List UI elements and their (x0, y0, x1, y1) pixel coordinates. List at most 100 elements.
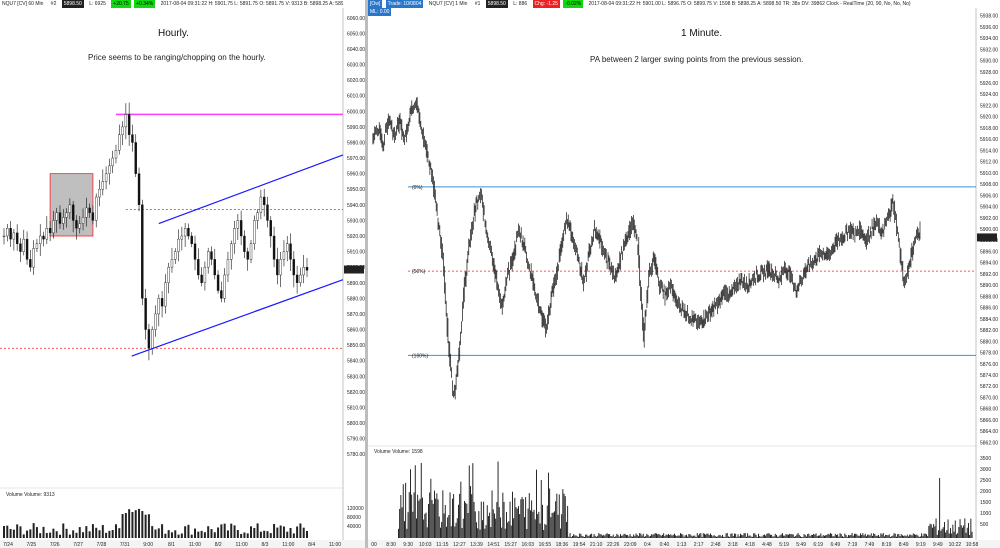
minute-volume-bar (779, 535, 781, 538)
minute-volume-bar (874, 534, 876, 538)
minute-volume-bar (536, 469, 537, 538)
minute-volume-bar (760, 536, 762, 538)
minute-volume-bar (598, 533, 600, 538)
minute-volume-bar (767, 533, 769, 538)
hourly-candle-body (48, 228, 52, 234)
minute-volume-bar (454, 526, 456, 538)
minute-time-tick: 1:13 (677, 542, 687, 548)
hourly-candle-body (203, 266, 207, 283)
minute-volume-bar (752, 536, 753, 538)
hourly-candle-body (22, 238, 25, 252)
hourly-volume-bar (9, 528, 12, 538)
minute-volume-bar (846, 536, 848, 538)
minute-chart-pane[interactable]: [Ow] Trade: 10/0804 NQU7 [CV] 1 Min #1 5… (368, 0, 1000, 548)
minute-volume-bar (867, 534, 869, 538)
minute-volume-bar (414, 465, 416, 538)
minute-volume-bar (557, 514, 559, 538)
hourly-candle-body (35, 243, 39, 249)
minute-volume-bar (749, 535, 751, 538)
minute-volume-bar (548, 472, 549, 538)
minute-volume-bar (604, 535, 606, 538)
minute-volume-bar (633, 534, 635, 538)
minute-chart-svg[interactable]: 5938.00 5936.00 5934.00 5932.00 5930.00 5928.… (368, 0, 1000, 548)
hourly-candle-body (180, 235, 184, 240)
minute-volume-bar (734, 533, 735, 538)
minute-volume-bar (550, 517, 552, 538)
minute-volume-bar (525, 497, 527, 538)
minute-volume-bar (928, 525, 930, 538)
minute-volume-bar (492, 509, 494, 538)
minute-volume-bar (585, 534, 587, 538)
minute-volume-bar (657, 534, 659, 538)
minute-volume-bar (641, 535, 643, 538)
hourly-volume-bar (174, 530, 177, 538)
hourly-price-badge-bg (344, 265, 364, 274)
minute-ow-tag[interactable]: [Ow] (368, 0, 383, 8)
pane-divider[interactable] (365, 0, 368, 548)
minute-volume-bar (467, 513, 469, 538)
minute-volume-bar (411, 494, 413, 538)
hourly-chart-svg[interactable]: 6060.00 6050.00 6040.00 6030.00 6020.00 6010.… (0, 0, 365, 548)
minute-price-tick: 5924.00 (980, 92, 998, 98)
minute-volume-bar (747, 533, 749, 538)
minute-volume-bar (759, 536, 761, 538)
minute-volume-bar (844, 533, 846, 538)
hourly-price-tick: 6020.00 (347, 78, 365, 84)
minute-volume-bar (575, 535, 577, 538)
minute-volume-bar (591, 533, 593, 538)
hourly-candle-body (193, 243, 197, 260)
hourly-price-tick: 5810.00 (347, 405, 365, 411)
minute-price-tick: 5920.00 (980, 115, 998, 121)
minute-volume-bar (804, 535, 806, 538)
hourly-volume-bar (302, 527, 305, 538)
minute-price-tick: 5864.00 (980, 429, 998, 435)
minute-volume-bar (780, 534, 782, 538)
minute-volume-bar (707, 533, 709, 538)
minute-volume-bar (522, 499, 524, 538)
minute-price-tick: 5884.00 (980, 317, 998, 323)
minute-volume-bar (794, 536, 795, 538)
minute-fib-label: (0%) (412, 185, 423, 191)
minute-header: [Ow] Trade: 10/0804 NQU7 [CV] 1 Min #1 5… (368, 0, 1000, 8)
minute-volume-bar (606, 533, 608, 538)
minute-volume-bar (662, 534, 663, 538)
minute-volume-bar (652, 534, 654, 538)
minute-volume-bar (660, 535, 662, 538)
hourly-chart-pane[interactable]: NQU7 [CV] 60 Min #2 5898.50 L: 6925 +20.… (0, 0, 365, 548)
minute-volume-bar (570, 536, 572, 538)
minute-volume-bar (891, 536, 893, 538)
minute-volume-bar (908, 536, 909, 538)
minute-volume-bar (398, 528, 399, 538)
minute-volume-bar (942, 527, 944, 538)
hourly-time-tick: 11:00 (282, 542, 294, 548)
minute-time-tick: 9:19 (916, 542, 926, 548)
minute-volume-bar (957, 533, 959, 538)
hourly-candle-body (91, 212, 95, 221)
hourly-time-tick: 8/2 (215, 542, 222, 548)
hourly-volume-label: Volume Volume: 9313 (6, 492, 55, 498)
minute-time-tick: 16:03 (522, 542, 535, 548)
minute-volume-bar (938, 530, 939, 538)
minute-volume-bar (592, 536, 594, 538)
minute-volume-bar (807, 534, 809, 538)
minute-volume-bar (843, 536, 845, 538)
minute-volume-bar (827, 533, 829, 538)
minute-volume-bar (466, 503, 468, 538)
minute-volume-bar (642, 533, 644, 538)
hourly-volume-bar (39, 533, 42, 538)
minute-volume-bar (706, 533, 708, 538)
minute-volume-bar (519, 514, 521, 538)
minute-volume-bar (576, 536, 578, 538)
minute-volume-bar (568, 536, 570, 538)
minute-volume-bar (796, 534, 798, 538)
minute-trade-tag[interactable]: Trade: 10/0804 (385, 0, 424, 8)
minute-time-tick: 10:03 (419, 542, 432, 548)
hourly-candle-body (137, 173, 141, 206)
minute-volume-bar (430, 478, 432, 538)
hourly-price-axis (343, 0, 365, 548)
minute-time-tick: 15:27 (504, 542, 517, 548)
hourly-candle-body (233, 228, 236, 244)
minute-volume-bar (911, 535, 913, 538)
hourly-time-tick: 7/24 (3, 542, 13, 548)
hourly-candle-body (170, 259, 174, 268)
